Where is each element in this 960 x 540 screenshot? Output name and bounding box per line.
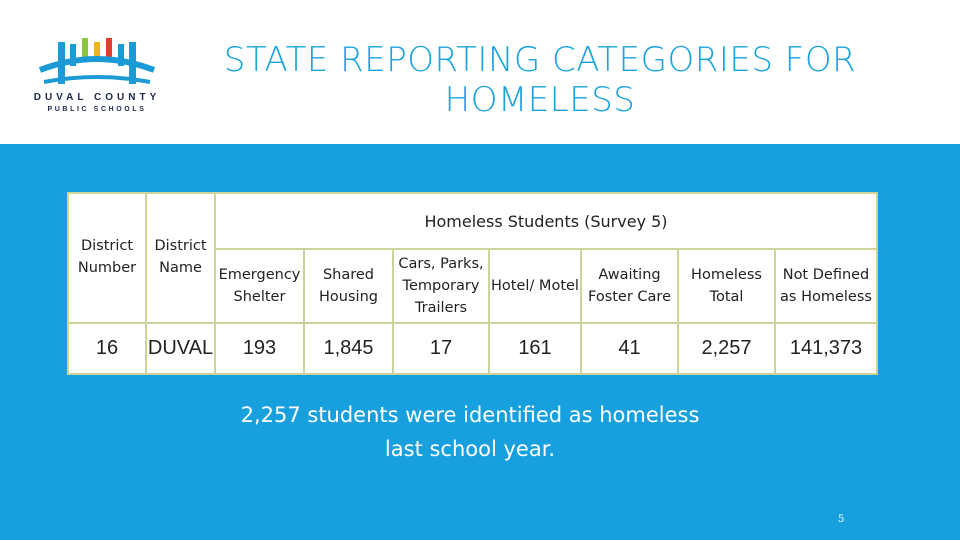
caption-line-1: 2,257 students were identified as homele… <box>240 403 700 427</box>
header-shared-housing-line1: Shared <box>322 267 375 283</box>
header-cell-blank-1 <box>67 192 147 249</box>
header-district-name: District Name <box>145 238 216 324</box>
title-line-2: HOMELESS <box>444 80 636 120</box>
cell-district-number: 16 <box>67 322 147 375</box>
duval-county-logo: DUVAL COUNTY PUBLIC SCHOOLS <box>22 34 172 120</box>
header-emergency-shelter-line2: Shelter <box>233 289 286 305</box>
header-emergency-shelter: Emergency Shelter <box>214 248 305 324</box>
header-homeless-total: Homeless Total <box>677 248 776 324</box>
logo-text-line1: DUVAL COUNTY <box>33 92 161 103</box>
header-awaiting-foster-line2: Foster Care <box>588 289 671 305</box>
header-not-defined-line2: as Homeless <box>780 289 872 305</box>
slide-header: DUVAL COUNTY PUBLIC SCHOOLS STATE REPORT… <box>0 0 960 144</box>
header-cell-blank-2 <box>145 192 216 249</box>
header-district-number: District Number <box>67 238 147 324</box>
header-awaiting-foster-line1: Awaiting <box>598 267 661 283</box>
header-district-name-line1: District <box>154 238 207 254</box>
group-header: Homeless Students (Survey 5) <box>214 192 878 250</box>
header-hotel-motel-line1: Hotel/ Motel <box>491 278 579 294</box>
header-not-defined: Not Defined as Homeless <box>774 248 878 324</box>
header-awaiting-foster: Awaiting Foster Care <box>580 248 679 324</box>
cell-shared-housing: 1,845 <box>303 322 394 375</box>
title-line-1: STATE REPORTING CATEGORIES FOR <box>223 40 857 80</box>
header-cars-parks-line3: Trailers <box>414 300 468 316</box>
caption-line-2: last school year. <box>384 437 556 461</box>
slide-title: STATE REPORTING CATEGORIES FOR HOMELESS <box>200 40 880 120</box>
header-homeless-total-line2: Total <box>709 289 744 305</box>
cell-hotel-motel: 161 <box>488 322 582 375</box>
page-number: 5 <box>838 514 845 525</box>
cell-cars-parks: 17 <box>392 322 490 375</box>
cell-awaiting-foster: 41 <box>580 322 679 375</box>
header-emergency-shelter-line1: Emergency <box>218 267 301 283</box>
cell-not-defined: 141,373 <box>774 322 878 375</box>
cell-emergency-shelter: 193 <box>214 322 305 375</box>
header-hotel-motel: Hotel/ Motel <box>488 248 582 324</box>
cell-district-name: DUVAL <box>145 322 216 375</box>
header-cars-parks-line1: Cars, Parks, <box>398 256 484 272</box>
cell-homeless-total: 2,257 <box>677 322 776 375</box>
header-cars-parks-line2: Temporary <box>402 278 480 294</box>
header-not-defined-line1: Not Defined <box>782 267 870 283</box>
table-row: 16 DUVAL 193 1,845 17 161 41 2,257 141,3… <box>67 322 878 375</box>
header-district-number-line2: Number <box>77 260 137 276</box>
header-district-name-line2: Name <box>159 260 202 276</box>
header-shared-housing: Shared Housing <box>303 248 394 324</box>
header-shared-housing-line2: Housing <box>319 289 378 305</box>
homeless-data-table: Homeless Students (Survey 5) District Nu… <box>67 192 878 375</box>
logo-icon <box>38 38 156 84</box>
header-district-number-line1: District <box>80 238 134 254</box>
logo-text-line2: PUBLIC SCHOOLS <box>47 106 147 113</box>
header-homeless-total-line1: Homeless <box>691 267 762 283</box>
summary-caption: 2,257 students were identified as homele… <box>180 398 760 466</box>
header-cars-parks: Cars, Parks, Temporary Trailers <box>392 248 490 324</box>
